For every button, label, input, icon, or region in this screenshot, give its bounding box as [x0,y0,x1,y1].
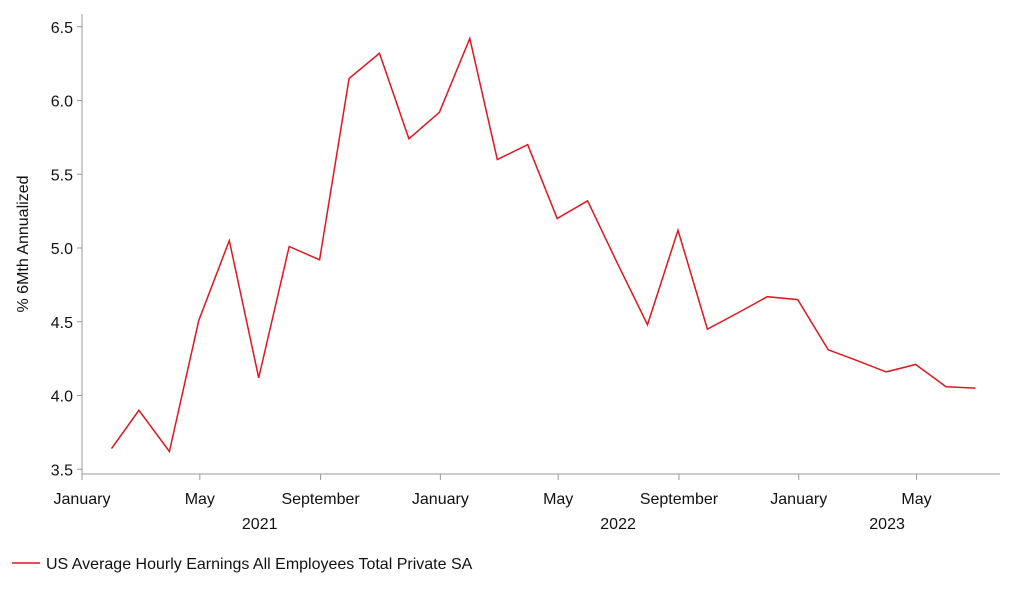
y-tick-label: 5.0 [51,241,73,258]
x-year-label: 2023 [869,516,905,533]
axes: 6.5 6.0 5.5 5.0 4.5 4.0 3.5 % 6Mth Annualized Ja… [15,14,1000,533]
x-tick-label: May [543,491,573,508]
series-line [110,36,976,454]
y-tick-label: 4.5 [51,315,73,332]
y-axis-title: % 6Mth Annualized [15,176,32,313]
y-tick-label: 6.5 [51,20,73,37]
x-tick-label: January [770,491,827,508]
y-tick-label: 4.0 [51,389,73,406]
legend: US Average Hourly Earnings All Employees… [12,556,473,573]
x-tick-label: September [640,491,719,508]
y-tick-label: 6.0 [51,94,73,111]
legend-label: US Average Hourly Earnings All Employees… [46,556,473,573]
x-tick-label: May [185,491,215,508]
x-year-label: 2022 [600,516,636,533]
x-tick-label: May [901,491,931,508]
x-year-label: 2021 [242,516,278,533]
x-tick-label: January [54,491,111,508]
x-tick-label: September [281,491,360,508]
series-layer [110,36,976,454]
y-tick-label: 5.5 [51,167,73,184]
y-tick-label: 3.5 [51,462,73,479]
x-tick-label: January [412,491,469,508]
